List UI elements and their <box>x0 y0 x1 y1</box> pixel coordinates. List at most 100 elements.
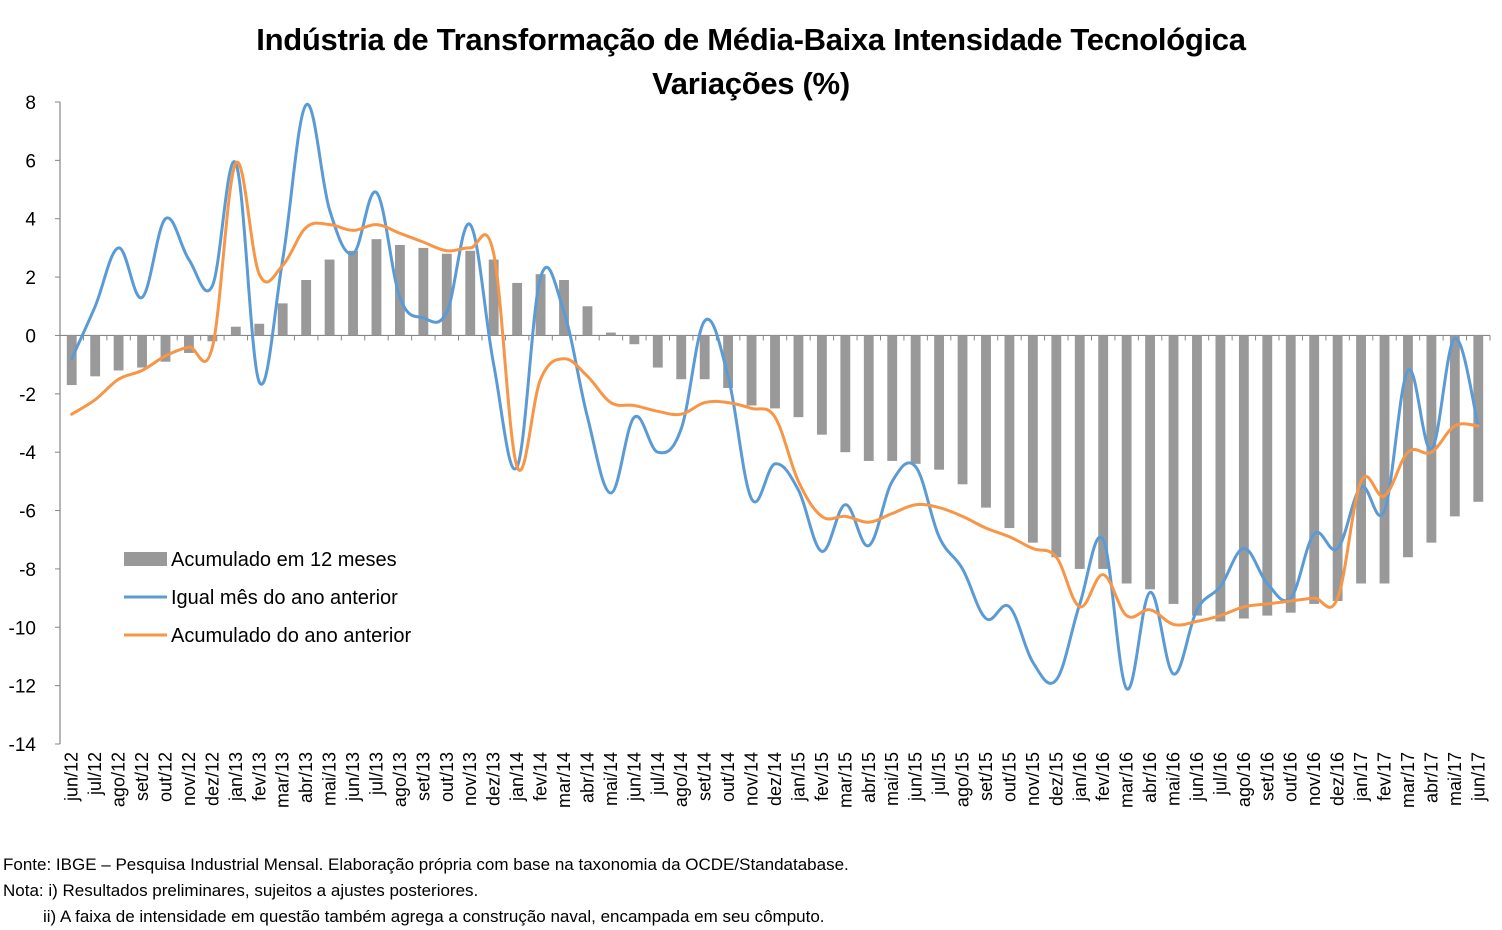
x-tick-label: ago/14 <box>671 752 691 807</box>
x-tick-label: dez/13 <box>484 752 504 806</box>
x-tick-label: nov/15 <box>1023 752 1043 806</box>
footer-notes: Fonte: IBGE – Pesquisa Industrial Mensal… <box>3 852 849 930</box>
bar <box>676 335 687 380</box>
y-tick-label: -8 <box>19 560 36 581</box>
x-tick-label: dez/16 <box>1328 752 1348 806</box>
bar <box>1121 335 1132 584</box>
bar <box>1356 335 1366 584</box>
bar <box>770 335 780 409</box>
bar <box>840 335 851 453</box>
bar <box>746 335 757 406</box>
y-tick-label: 0 <box>25 326 36 347</box>
y-tick-label: -4 <box>19 443 36 464</box>
x-tick-label: mai/17 <box>1445 752 1465 806</box>
bar <box>1027 335 1038 543</box>
x-tick-label: jun/17 <box>1468 752 1488 802</box>
y-tick-label: 4 <box>25 210 36 231</box>
bar <box>1074 335 1085 569</box>
x-tick-label: set/12 <box>132 752 152 801</box>
x-tick-label: out/15 <box>999 752 1019 802</box>
x-tick-label: out/13 <box>437 752 457 802</box>
x-tick-label: dez/14 <box>765 752 785 806</box>
legend-label: Igual mês do ano anterior <box>171 587 398 609</box>
bar <box>605 332 616 336</box>
x-tick-label: abr/14 <box>577 752 597 803</box>
bar <box>1004 335 1015 529</box>
x-tick-label: jul/14 <box>648 752 668 796</box>
bar <box>207 335 218 342</box>
bar <box>348 250 358 336</box>
x-tick-label: nov/16 <box>1304 752 1324 806</box>
line-series <box>70 103 1480 691</box>
x-tick-label: jul/13 <box>366 752 386 796</box>
bar <box>957 335 968 485</box>
bar <box>1285 335 1296 613</box>
bar <box>1215 335 1226 622</box>
x-tick-label: jan/17 <box>1351 752 1371 802</box>
bar <box>699 335 710 380</box>
x-tick-label: jun/12 <box>62 752 82 802</box>
bar <box>394 244 405 336</box>
x-tick-label: set/15 <box>976 752 996 801</box>
bar <box>652 335 663 368</box>
x-tick-label: jan/15 <box>788 752 808 802</box>
bar <box>512 282 523 336</box>
bar <box>418 247 429 336</box>
bar <box>1238 335 1249 619</box>
chart-subtitle: Variações (%) <box>652 66 850 101</box>
series-line-acumulado-ano <box>70 160 1480 627</box>
bar <box>113 335 124 371</box>
source-note: Fonte: IBGE – Pesquisa Industrial Mensal… <box>3 855 849 874</box>
x-tick-label: mai/16 <box>1164 752 1184 806</box>
series-line-igual-mes <box>70 103 1480 691</box>
x-tick-label: abr/13 <box>296 752 316 803</box>
x-tick-label: dez/12 <box>202 752 222 806</box>
bar <box>277 303 288 336</box>
bar <box>371 239 382 336</box>
x-tick-label: mar/13 <box>273 752 293 808</box>
x-tick-label: fev/17 <box>1375 752 1395 801</box>
x-tick-label: jul/12 <box>85 752 105 796</box>
bar <box>1473 335 1484 502</box>
x-tick-label: fev/13 <box>249 752 269 801</box>
note-1: Nota: i) Resultados preliminares, sujeit… <box>3 881 479 900</box>
bar <box>723 335 734 388</box>
x-tick-label: jan/14 <box>507 752 527 802</box>
legend-swatch-bar <box>124 552 167 566</box>
y-tick-label: 8 <box>25 93 36 114</box>
x-tick-label: fev/15 <box>812 752 832 801</box>
x-tick-label: nov/12 <box>179 752 199 806</box>
x-tick-label: ago/12 <box>109 752 129 807</box>
x-tick-label: mar/16 <box>1117 752 1137 808</box>
x-tick-label: abr/16 <box>1140 752 1160 803</box>
bar <box>887 335 898 461</box>
x-tick-label: mar/14 <box>554 752 574 808</box>
x-tick-label: out/16 <box>1281 752 1301 802</box>
x-tick-label: jun/15 <box>906 752 926 802</box>
bar-series <box>66 239 1484 622</box>
x-tick-label: ago/16 <box>1234 752 1254 807</box>
bar <box>488 259 499 336</box>
legend: Acumulado em 12 meses Igual mês do ano an… <box>124 549 411 647</box>
bar <box>1309 335 1320 604</box>
x-tick-label: mai/15 <box>882 752 902 806</box>
bar <box>230 326 241 336</box>
bar <box>981 335 991 508</box>
y-tick-label: -10 <box>9 618 36 639</box>
bar <box>254 323 265 336</box>
y-tick-label: -2 <box>19 385 36 406</box>
bar <box>184 335 194 353</box>
x-tick-label: set/13 <box>413 752 433 801</box>
bar <box>324 259 335 336</box>
y-tick-label: -12 <box>9 677 36 698</box>
bar <box>535 274 546 336</box>
x-tick-label: jun/16 <box>1187 752 1207 802</box>
chart-title: Indústria de Transformação de Média-Baix… <box>256 22 1246 57</box>
legend-label: Acumulado do ano anterior <box>171 625 411 647</box>
bar <box>1051 335 1062 558</box>
x-tick-label: ago/15 <box>953 752 973 807</box>
x-tick-label: jan/16 <box>1070 752 1090 802</box>
legend-label: Acumulado em 12 meses <box>171 549 397 571</box>
x-tick-label: fev/16 <box>1093 752 1113 801</box>
